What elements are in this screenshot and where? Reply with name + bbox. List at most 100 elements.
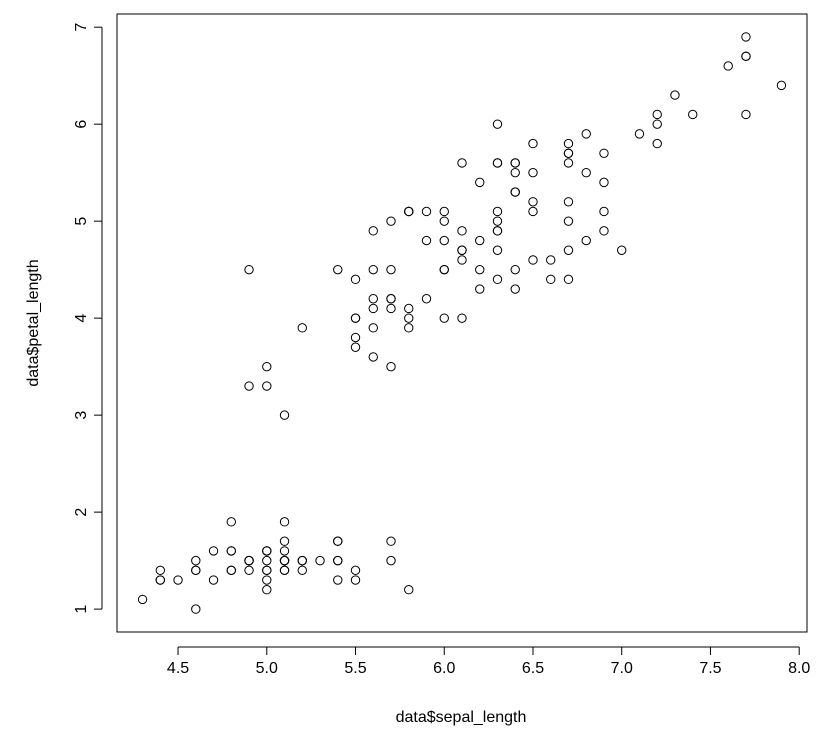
point <box>386 294 396 304</box>
point <box>350 575 361 585</box>
y-tick-label: 4 <box>73 314 90 323</box>
x-tick-label: 7.0 <box>611 660 633 677</box>
point <box>510 158 520 168</box>
x-tick-label: 8.0 <box>788 660 810 677</box>
point <box>457 255 467 265</box>
point <box>244 381 254 391</box>
point <box>563 158 574 168</box>
point <box>510 264 520 275</box>
point <box>350 274 361 285</box>
point <box>563 274 574 285</box>
point <box>492 216 503 226</box>
point <box>599 177 609 188</box>
point <box>510 187 520 197</box>
point <box>368 226 378 236</box>
point <box>333 555 343 566</box>
point <box>652 109 662 120</box>
point <box>723 61 733 71</box>
point <box>421 206 432 217</box>
point <box>439 206 449 217</box>
point <box>350 342 361 352</box>
y-tick-label: 7 <box>73 23 90 32</box>
point <box>262 555 272 566</box>
point <box>226 565 236 576</box>
point <box>333 575 343 585</box>
point <box>279 536 290 546</box>
point <box>350 332 361 343</box>
point <box>404 323 414 333</box>
point <box>546 274 556 285</box>
point <box>191 555 201 566</box>
point <box>492 274 503 285</box>
point <box>262 546 272 556</box>
point <box>404 313 414 323</box>
point <box>262 575 272 585</box>
point <box>617 245 627 255</box>
point <box>386 216 396 226</box>
point <box>244 565 254 576</box>
point <box>546 255 556 265</box>
point <box>688 109 698 120</box>
point <box>173 575 183 585</box>
point <box>279 410 290 420</box>
y-tick-label: 2 <box>73 508 90 517</box>
point <box>137 594 148 605</box>
point <box>563 148 574 158</box>
point <box>262 361 272 372</box>
point <box>510 284 520 294</box>
point <box>350 565 361 576</box>
point <box>191 565 201 576</box>
point <box>634 129 645 139</box>
point <box>404 303 414 314</box>
point <box>315 555 325 566</box>
point <box>279 546 290 556</box>
point <box>439 313 449 323</box>
point <box>386 264 396 275</box>
point <box>368 352 378 362</box>
point <box>421 294 432 304</box>
point <box>581 129 591 139</box>
point <box>457 226 467 236</box>
point <box>528 255 538 265</box>
y-tick-label: 3 <box>73 411 90 420</box>
point <box>404 585 414 595</box>
point <box>262 381 272 391</box>
point <box>599 206 609 217</box>
point <box>492 206 503 217</box>
point <box>439 216 449 226</box>
point <box>439 264 449 275</box>
point <box>563 216 574 226</box>
point <box>457 245 467 255</box>
point <box>333 264 343 275</box>
plot-box <box>116 13 808 633</box>
point <box>599 226 609 236</box>
point <box>279 517 290 527</box>
x-tick-label: 7.5 <box>699 660 721 677</box>
point <box>475 235 485 246</box>
point <box>386 303 396 314</box>
point <box>244 555 254 566</box>
x-tick-label: 5.5 <box>344 660 366 677</box>
point <box>386 555 396 566</box>
point <box>457 313 467 323</box>
point <box>386 536 396 546</box>
point <box>333 536 343 546</box>
point <box>492 158 503 168</box>
point <box>581 235 591 246</box>
point <box>475 264 485 275</box>
point <box>297 565 307 576</box>
point <box>741 51 751 61</box>
y-tick-label: 6 <box>73 120 90 129</box>
point <box>475 284 485 294</box>
point <box>510 167 520 178</box>
point <box>492 119 503 129</box>
point <box>421 235 432 246</box>
point <box>155 575 166 585</box>
point <box>386 361 396 372</box>
x-axis-title: data$sepal_length <box>396 709 527 726</box>
point <box>208 575 219 585</box>
point <box>776 80 787 91</box>
point <box>262 585 272 595</box>
point <box>563 138 574 149</box>
